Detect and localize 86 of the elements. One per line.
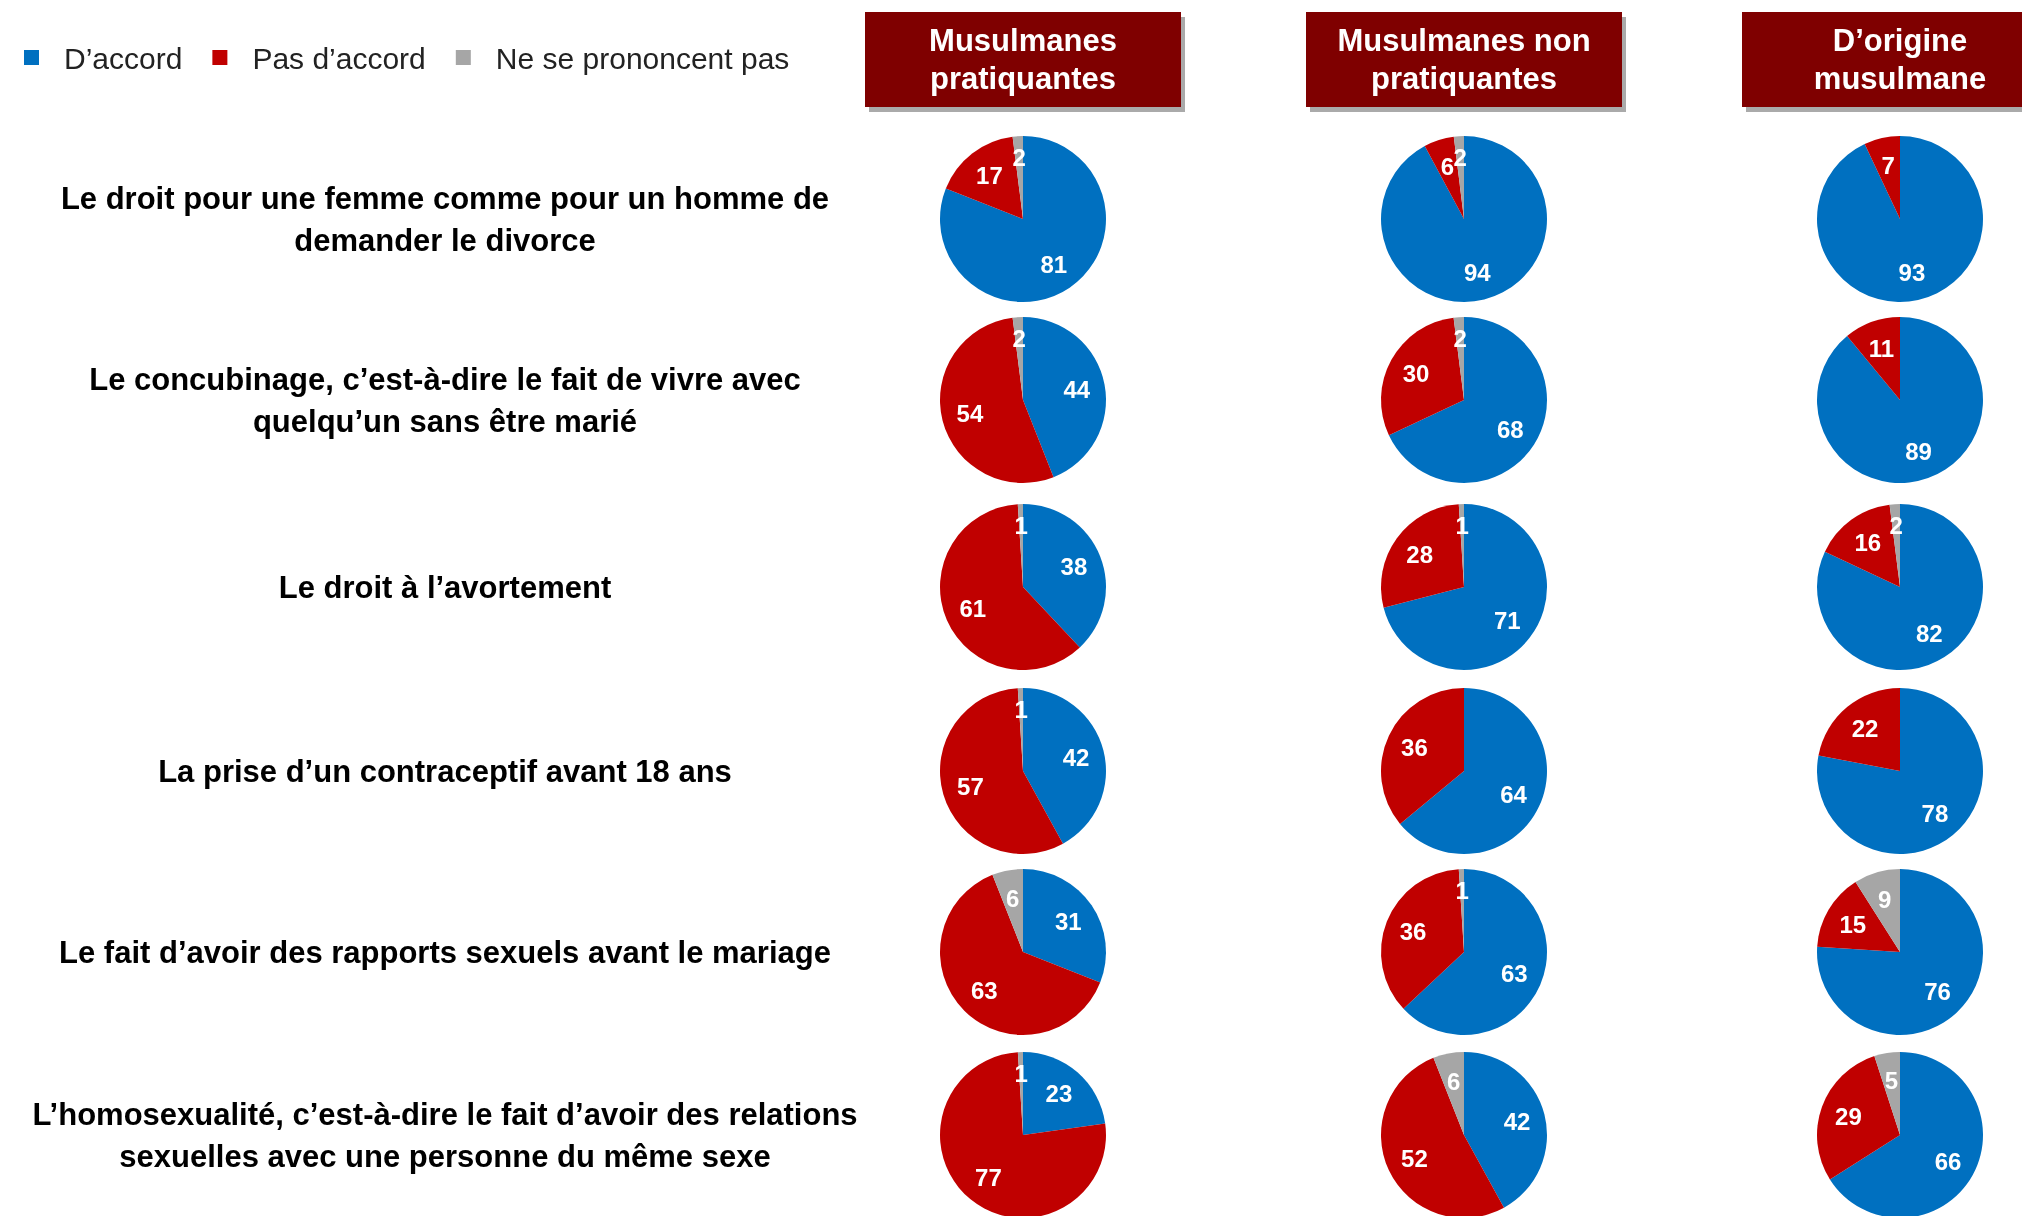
text: L’homosexualité, c’est-à-dire le fait d’avoir des relations sexuelles avec une personne du même sexe bbox=[32, 1096, 858, 1174]
pie-slice bbox=[940, 688, 1063, 854]
pie-slice bbox=[940, 136, 1106, 302]
data-label: 42 bbox=[1503, 1107, 1531, 1135]
pie-slice bbox=[1824, 504, 1900, 587]
data-label: 44 bbox=[1063, 376, 1091, 404]
data-label: 7 bbox=[1881, 152, 1895, 180]
data-label: 63 bbox=[970, 977, 998, 1005]
data-label: 52 bbox=[1401, 1144, 1428, 1172]
pie-slice bbox=[1817, 504, 1983, 670]
pie-slice bbox=[1817, 136, 1983, 302]
data-label: 71 bbox=[1493, 607, 1521, 635]
legend-label: Pas d’accord bbox=[252, 41, 426, 75]
data-label: 36 bbox=[1399, 918, 1427, 946]
pie-slice bbox=[1864, 136, 1900, 219]
pie-slice bbox=[1464, 1052, 1547, 1208]
data-label: 38 bbox=[1060, 553, 1088, 581]
pie-slice bbox=[1381, 1057, 1504, 1216]
data-label: 77 bbox=[975, 1163, 1002, 1191]
data-label: 1 bbox=[1014, 696, 1028, 724]
data-label: 6 bbox=[1006, 884, 1020, 912]
data-label: 1 bbox=[1455, 512, 1469, 540]
data-label: 31 bbox=[1054, 907, 1082, 935]
pie-slice bbox=[1424, 136, 1464, 219]
chart-title: Musulmanes non pratiquantes bbox=[1337, 22, 1591, 96]
pie-slice bbox=[1817, 1056, 1900, 1180]
pie-slice bbox=[1388, 317, 1547, 483]
data-label: 93 bbox=[1898, 258, 1926, 286]
pie-slice bbox=[1817, 869, 1983, 1035]
data-label: 9 bbox=[1878, 885, 1892, 913]
data-label: 28 bbox=[1406, 541, 1434, 569]
data-label: 82 bbox=[1916, 619, 1943, 647]
pie-slice bbox=[1381, 688, 1464, 824]
pie-slice bbox=[1383, 504, 1547, 670]
data-label: 1 bbox=[1014, 1060, 1028, 1088]
text: Le fait d’avoir des rapports sexuels avant le mariage bbox=[59, 934, 831, 970]
data-label: 36 bbox=[1401, 734, 1428, 762]
text: La prise d’un contraceptif avant 18 ans bbox=[158, 753, 732, 789]
data-label: 42 bbox=[1062, 743, 1090, 771]
pie-slice bbox=[1818, 688, 1900, 771]
data-label: 57 bbox=[957, 772, 984, 800]
data-label: 81 bbox=[1040, 250, 1068, 278]
pie-slice bbox=[1829, 1052, 1983, 1216]
data-label: 76 bbox=[1924, 978, 1951, 1006]
data-label: 6 bbox=[1440, 153, 1455, 181]
data-label: 66 bbox=[1934, 1147, 1962, 1175]
data-label: 89 bbox=[1905, 438, 1932, 466]
data-label: 94 bbox=[1464, 258, 1492, 286]
pie-slice bbox=[1023, 317, 1106, 478]
data-label: 6 bbox=[1447, 1067, 1461, 1095]
data-label: 68 bbox=[1496, 415, 1524, 443]
pie-slice bbox=[1817, 881, 1900, 952]
data-label: 16 bbox=[1854, 529, 1882, 557]
text: Le concubinage, c’est-à-dire le fait de vivre avec quelqu’un sans être marié bbox=[89, 361, 801, 439]
data-label: 54 bbox=[956, 400, 984, 428]
data-label: 64 bbox=[1500, 780, 1528, 808]
pie-slice bbox=[1817, 317, 1983, 483]
pie-slice bbox=[945, 136, 1023, 219]
data-label: 17 bbox=[976, 162, 1003, 190]
pie-slice bbox=[1400, 688, 1547, 854]
data-label: 1 bbox=[1014, 512, 1028, 540]
legend-label: D’accord bbox=[64, 41, 183, 75]
data-label: 22 bbox=[1851, 715, 1879, 743]
pie-slice bbox=[1847, 317, 1900, 400]
pie-slice bbox=[1381, 317, 1464, 436]
chart-title: Musulmanes pratiquantes bbox=[929, 22, 1117, 96]
text: Le droit pour une femme comme pour un homme de demander le divorce bbox=[60, 180, 830, 258]
data-label: 61 bbox=[959, 595, 987, 623]
data-label: 5 bbox=[1884, 1067, 1899, 1095]
pie-slice bbox=[940, 317, 1054, 483]
pie-slice bbox=[1817, 688, 1983, 854]
data-label: 15 bbox=[1839, 910, 1867, 938]
data-label: 11 bbox=[1868, 334, 1895, 362]
data-label: 29 bbox=[1835, 1102, 1862, 1130]
data-label: 78 bbox=[1921, 799, 1949, 827]
data-label: 30 bbox=[1402, 360, 1430, 388]
data-label: 1 bbox=[1455, 877, 1469, 905]
pie-slice bbox=[1381, 136, 1547, 302]
pie-slice bbox=[940, 1052, 1106, 1216]
chart-title: D’origine musulmane bbox=[1813, 22, 1987, 96]
pie-slice bbox=[940, 874, 1101, 1035]
legend-label: Ne se prononcent pas bbox=[495, 41, 790, 75]
text: Le droit à l’avortement bbox=[278, 569, 612, 605]
data-label: 23 bbox=[1045, 1080, 1073, 1108]
data-label: 63 bbox=[1500, 960, 1528, 988]
pie-slice bbox=[1023, 869, 1106, 983]
